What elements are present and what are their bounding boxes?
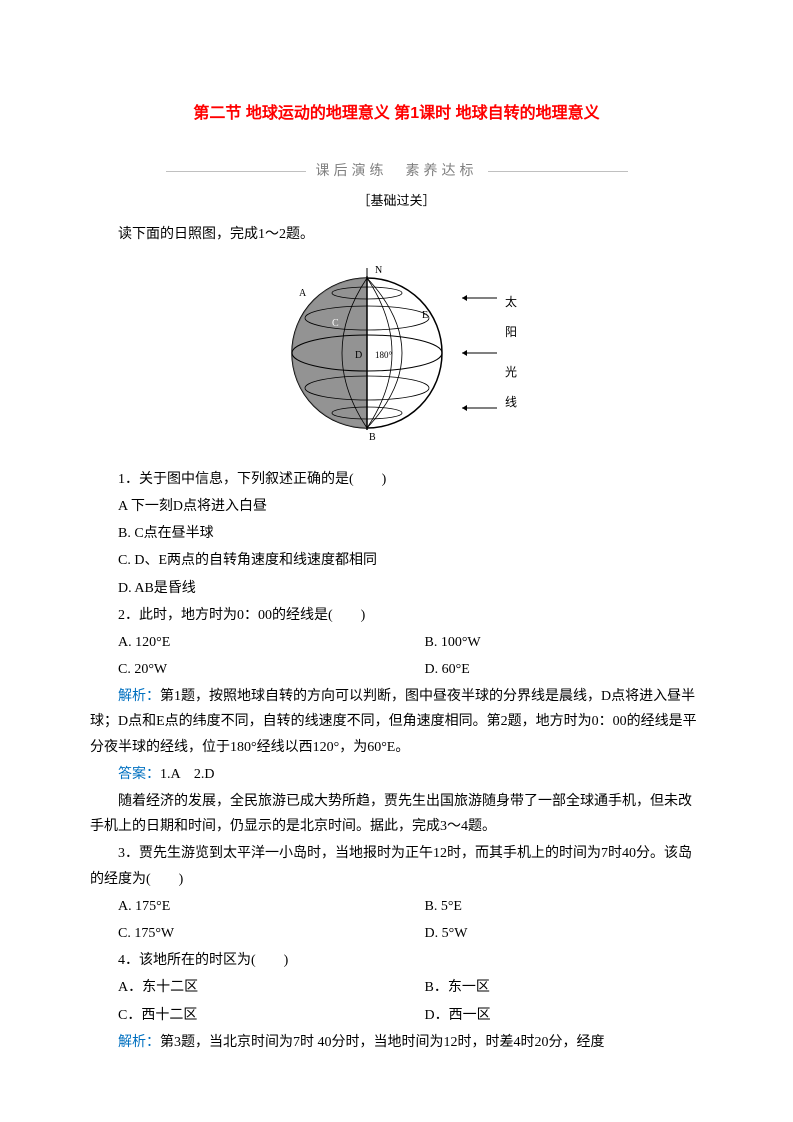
analysis-text-2: 第3题，当北京时间为7时 40分时，当地时间为12时，时差4时20分，经度 [160, 1035, 605, 1050]
answer-text-1: 1.A 2.D [160, 767, 214, 782]
q2-option-a: A. 120°E [90, 630, 397, 655]
q4-option-c: C．西十二区 [90, 1003, 397, 1028]
q4-option-a: A．东十二区 [90, 975, 397, 1000]
q1-option-a: A 下一刻D点将进入白昼 [90, 494, 703, 519]
q2-option-c: C. 20°W [90, 657, 397, 682]
label-180: 180° [375, 350, 393, 360]
answer-1: 答案：1.A 2.D [90, 762, 703, 787]
subsection-label: ［基础过关］ [90, 189, 703, 212]
answer-label-1: 答案： [118, 767, 160, 782]
analysis-text-1: 第1题，按照地球自转的方向可以判断，图中昼夜半球的分界线是晨线，D点将进入昼半球… [90, 689, 697, 754]
intro-2: 随着经济的发展，全民旅游已成大势所趋，贾先生出国旅游随身带了一部全球通手机，但未… [90, 789, 703, 839]
label-n: N [375, 265, 382, 276]
q2-option-d: D. 60°E [397, 657, 704, 682]
q3-option-c: C. 175°W [90, 921, 397, 946]
banner-text: 课后演练 素养达标 [90, 159, 703, 184]
side-label-4: 线 [505, 395, 517, 409]
analysis-1: 解析：第1题，按照地球自转的方向可以判断，图中昼夜半球的分界线是晨线，D点将进入… [90, 684, 703, 760]
analysis-2: 解析：第3题，当北京时间为7时 40分时，当地时间为12时，时差4时20分，经度 [90, 1030, 703, 1055]
label-e: E [422, 310, 428, 321]
q2-stem: 2．此时，地方时为0：00的经线是( ) [90, 603, 703, 628]
earth-diagram-container: N A C D 180° E B 太 阳 光 线 [90, 258, 703, 457]
q3-stem: 3．贾先生游览到太平洋一小岛时，当地报时为正午12时，而其手机上的时间为7时40… [90, 841, 703, 891]
q1-stem: 1．关于图中信息，下列叙述正确的是( ) [90, 467, 703, 492]
q1-option-c: C. D、E两点的自转角速度和线速度都相同 [90, 548, 703, 573]
label-b: B [369, 432, 376, 443]
q1-option-d: D. AB是昏线 [90, 576, 703, 601]
label-c: C [332, 318, 339, 329]
side-label-3: 光 [505, 365, 517, 379]
q3-option-b: B. 5°E [397, 894, 704, 919]
analysis-label-2: 解析： [118, 1035, 160, 1050]
q1-option-b: B. C点在昼半球 [90, 521, 703, 546]
q4-stem: 4．该地所在的时区为( ) [90, 948, 703, 973]
intro-1: 读下面的日照图，完成1～2题。 [90, 222, 703, 247]
side-label-2: 阳 [505, 325, 517, 339]
q3-option-d: D. 5°W [397, 921, 704, 946]
q2-option-b: B. 100°W [397, 630, 704, 655]
analysis-label-1: 解析： [118, 689, 160, 704]
page-title: 第二节 地球运动的地理意义 第1课时 地球自转的地理意义 [90, 100, 703, 129]
side-label-1: 太 [505, 294, 517, 309]
earth-diagram: N A C D 180° E B 太 阳 光 线 [267, 258, 527, 448]
q4-option-d: D．西一区 [397, 1003, 704, 1028]
label-d: D [355, 350, 362, 361]
q3-option-a: A. 175°E [90, 894, 397, 919]
label-a: A [299, 288, 307, 299]
q4-option-b: B．东一区 [397, 975, 704, 1000]
